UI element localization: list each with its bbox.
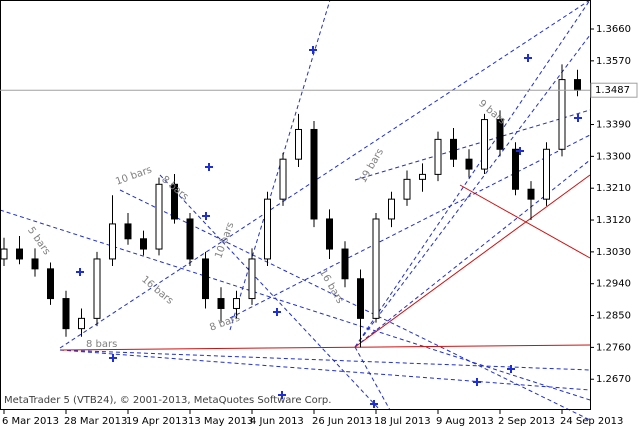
candle-body xyxy=(109,223,116,260)
candle-body xyxy=(558,79,566,150)
x-tick-label: 9 Aug 2013 xyxy=(436,416,494,427)
fractal-marker xyxy=(202,212,210,220)
annotation: 8 bars xyxy=(86,339,117,350)
trend-lines xyxy=(0,0,591,421)
x-tick-label: 6 Mar 2013 xyxy=(2,416,59,427)
x-tick-label: 19 Apr 2013 xyxy=(126,416,188,427)
candle-body xyxy=(62,298,70,330)
fractal-marker xyxy=(516,147,524,155)
candle-body xyxy=(186,218,194,260)
candle-body xyxy=(295,128,302,160)
candle-body xyxy=(217,298,225,309)
candle-body xyxy=(388,198,395,220)
candle-body xyxy=(171,183,178,220)
x-tick-label: 2 Sep 2013 xyxy=(498,416,555,427)
fractal-marker xyxy=(278,391,286,399)
x-tick-label: 13 May 2013 xyxy=(188,416,253,427)
candle-body xyxy=(140,238,147,250)
fractal-marker xyxy=(370,400,378,408)
candle-body xyxy=(527,188,535,200)
candle-body xyxy=(465,158,473,170)
candle-body xyxy=(419,173,426,180)
y-tick-label: 1.3390 xyxy=(596,120,631,131)
candle-body xyxy=(233,298,240,309)
candle-body xyxy=(248,258,256,300)
fractal-marker xyxy=(473,378,481,386)
x-tick-label: 4 Jun 2013 xyxy=(250,416,304,427)
candle-body xyxy=(326,218,333,250)
x-tick-label: 24 Sep 2013 xyxy=(560,416,623,427)
candle-body xyxy=(47,268,54,300)
fractal-marker xyxy=(524,54,532,62)
candle-body xyxy=(202,258,209,300)
fractal-marker xyxy=(205,163,213,171)
x-tick-label: 28 Mar 2013 xyxy=(64,416,127,427)
candle-body xyxy=(31,258,39,270)
candle-body xyxy=(496,119,504,150)
y-tick-label: 1.2670 xyxy=(596,374,631,385)
candle-body xyxy=(279,158,287,200)
x-tick-label: 26 Jun 2013 xyxy=(312,416,372,427)
candle-body xyxy=(357,278,364,319)
current-price-box xyxy=(590,82,638,98)
y-tick-label: 1.3300 xyxy=(596,151,631,162)
candle-body xyxy=(543,148,550,200)
y-tick-label: 1.3210 xyxy=(596,183,631,194)
x-tick-label: 18 Jul 2013 xyxy=(374,416,431,427)
fractal-marker xyxy=(309,46,317,54)
footer: MetaTrader 5 (VTB24), © 2001-2013, MetaQ… xyxy=(4,395,331,406)
candle-body xyxy=(372,218,380,319)
candle-body xyxy=(310,128,318,220)
plot xyxy=(0,64,581,348)
plot-frame xyxy=(0,0,591,410)
y-tick-label: 1.3120 xyxy=(596,215,631,226)
candle-body xyxy=(93,258,101,319)
current-price-label: 1.3487 xyxy=(595,85,630,96)
candle-body xyxy=(155,183,163,250)
y-tick-label: 1.3030 xyxy=(596,247,631,258)
candle-body xyxy=(574,79,581,91)
y-tick-label: 1.3660 xyxy=(596,24,631,35)
candle-body xyxy=(124,223,132,240)
y-tick-label: 1.2850 xyxy=(596,311,631,322)
candle-body xyxy=(341,248,349,280)
candle-body xyxy=(0,248,8,260)
candle-body xyxy=(264,198,271,260)
fractal-marker xyxy=(273,308,281,316)
fractal-marker xyxy=(507,365,515,373)
candle-body xyxy=(78,317,85,330)
fractal-marker xyxy=(574,114,582,122)
y-tick-label: 1.3570 xyxy=(596,56,631,67)
fractal-marker xyxy=(76,268,84,276)
y-tick-label: 1.2760 xyxy=(596,342,631,353)
candle-body xyxy=(16,248,23,260)
candle-body xyxy=(450,138,457,160)
y-tick-label: 1.2940 xyxy=(596,279,631,290)
candle-body xyxy=(481,119,488,170)
candle-body xyxy=(512,148,519,190)
candle-body xyxy=(434,138,442,175)
fractal-marker xyxy=(109,354,117,362)
candle-body xyxy=(403,178,411,200)
